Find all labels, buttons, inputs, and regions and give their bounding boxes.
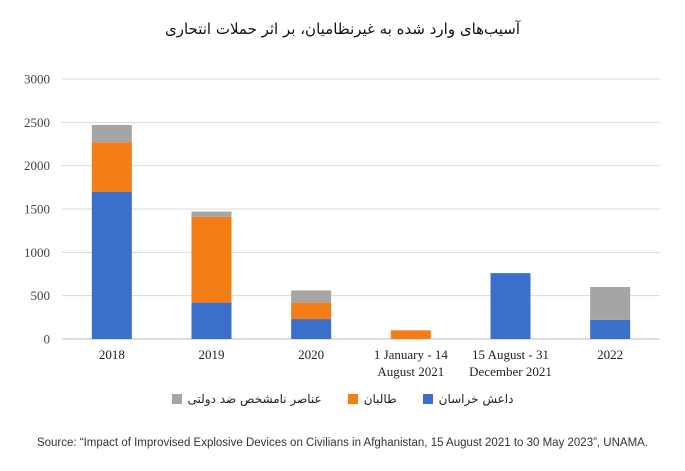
bar-segment-0-1: [91, 142, 132, 192]
stacked-bar-chart: 0 500 1000 1500 2000 2500 3000 2018 2019 2020 1 J…: [24, 72, 660, 379]
bar-segment-4-0: [490, 273, 531, 339]
y-tick-label: 2000: [24, 158, 50, 173]
legend-swatch-blue: [422, 394, 433, 404]
y-tick-label: 1500: [24, 202, 50, 217]
bar-segment-2-2: [291, 290, 332, 303]
gridlines: [62, 78, 660, 340]
bar-segment-3-1: [390, 330, 431, 339]
bar-segment-5-0: [590, 319, 631, 339]
x-tick-label: 2019: [199, 347, 225, 362]
x-tick-label: 2018: [99, 347, 125, 362]
bar-segment-1-2: [191, 211, 232, 217]
bars: [91, 124, 631, 339]
x-tick-label: 2020: [298, 347, 324, 362]
bar-segment-0-0: [91, 191, 132, 339]
bar-segment-2-0: [291, 319, 332, 339]
x-tick-label: 2022: [597, 347, 623, 362]
legend-item-iskp: داعش خراسان: [422, 392, 514, 406]
x-tick-label: August 2021: [377, 364, 444, 379]
y-tick-label: 0: [44, 332, 51, 347]
y-tick-label: 500: [31, 288, 51, 303]
y-tick-label: 3000: [24, 72, 50, 87]
x-tick-label: 1 January - 14: [374, 347, 449, 362]
x-axis-labels: 2018 2019 2020 1 January - 14 August 2021 15 …: [99, 347, 623, 379]
legend-item-taliban: طالبان: [347, 392, 397, 406]
legend: عناصر نامشخص ضد دولتی طالبان داعش خراسان: [0, 392, 685, 406]
y-axis-labels: 0 500 1000 1500 2000 2500 3000: [24, 72, 50, 347]
bar-segment-1-1: [191, 216, 232, 303]
bar-segment-0-2: [91, 124, 132, 143]
legend-item-unknown: عناصر نامشخص ضد دولتی: [171, 392, 322, 406]
legend-label: طالبان: [363, 392, 397, 406]
legend-swatch-gray: [171, 394, 182, 404]
bar-segment-5-2: [590, 287, 631, 320]
legend-label: داعش خراسان: [438, 392, 514, 406]
legend-label: عناصر نامشخص ضد دولتی: [187, 392, 322, 406]
legend-swatch-orange: [347, 394, 358, 404]
bar-segment-2-1: [291, 302, 332, 320]
bar-segment-1-0: [191, 302, 232, 339]
chart-title: آسیب‌های وارد شده به غیرنظامیان، بر اثر …: [164, 20, 521, 38]
x-tick-label: December 2021: [469, 364, 552, 379]
y-tick-label: 2500: [24, 115, 50, 130]
y-tick-label: 1000: [24, 245, 50, 260]
source-note: Source: “Impact of Improvised Explosive …: [36, 437, 649, 449]
x-tick-label: 15 August - 31: [472, 347, 549, 362]
